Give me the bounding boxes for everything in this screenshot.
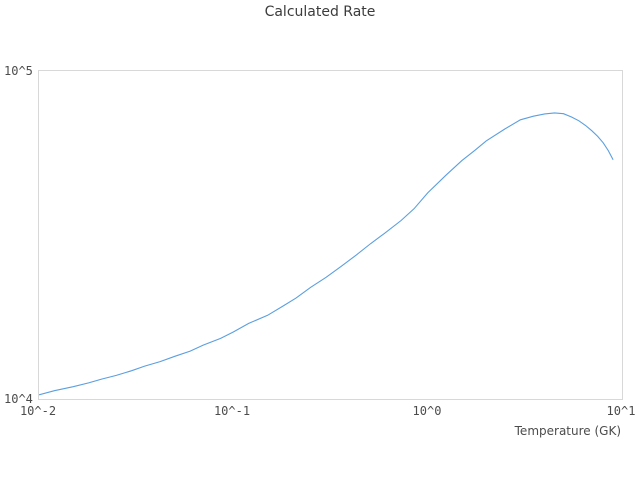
x-tick-1e-2: 10^-2 — [19, 404, 57, 418]
chart-title: Calculated Rate — [264, 4, 376, 20]
x-axis-label: Temperature (GK) — [514, 424, 621, 438]
x-tick-1e1: 10^1 — [606, 404, 636, 418]
x-tick-1e0: 10^0 — [412, 404, 442, 418]
rate-curve-canvas — [39, 112, 614, 396]
y-tick-1e5: 10^5 — [4, 64, 33, 78]
plot-area — [38, 70, 623, 400]
x-tick-1e-1: 10^-1 — [213, 404, 251, 418]
rate-line — [39, 112, 614, 396]
y-tick-1e4: 10^4 — [4, 392, 33, 406]
